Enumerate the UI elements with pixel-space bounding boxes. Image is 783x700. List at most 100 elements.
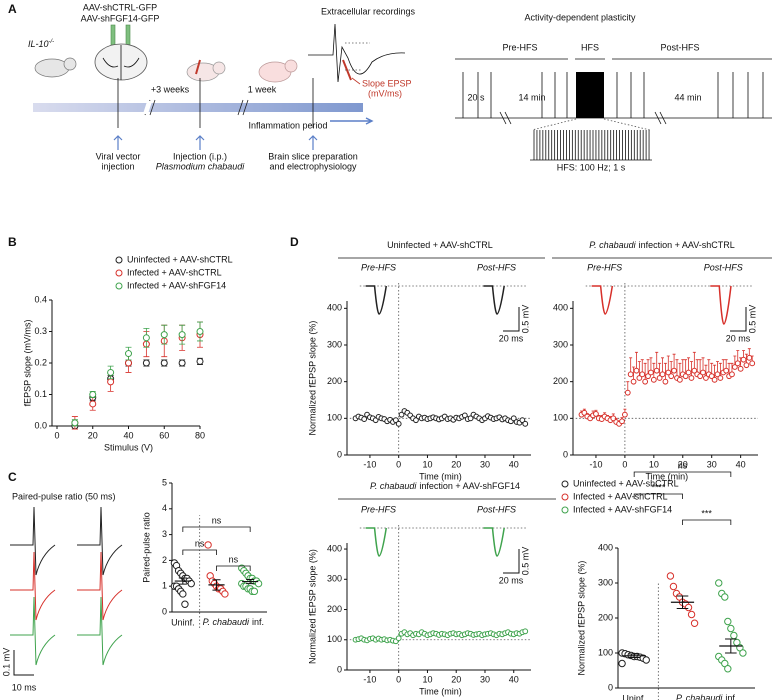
significance-label: ns	[195, 538, 205, 548]
event-line	[117, 78, 314, 128]
x-tick-label: 0	[396, 459, 401, 469]
y-axis-label: Normalized fEPSP slope (%)	[307, 549, 317, 664]
significance-bracket	[182, 526, 251, 532]
scale-bar	[730, 307, 747, 332]
step-label: Injection (i.p.)	[173, 151, 227, 161]
data-point	[724, 617, 732, 626]
data-point	[392, 417, 399, 424]
group-label-italic: P. chabaudi	[676, 693, 723, 700]
data-point	[107, 378, 115, 386]
protocol-diagram: Activity-dependent plasticity Pre-HFS HF…	[455, 12, 772, 172]
data-point	[160, 359, 168, 367]
y-tick-label: 0.1	[34, 389, 47, 399]
data-point	[697, 373, 704, 380]
data-point	[676, 376, 683, 383]
mouse-label-sup: -/-	[49, 39, 55, 45]
data-point	[668, 373, 675, 380]
step-label: injection	[101, 161, 134, 171]
inset-label: Pre-HFS	[361, 262, 396, 272]
slope-label: (mV/ms)	[368, 88, 402, 98]
slope-pointer	[351, 77, 361, 85]
data-point	[636, 375, 643, 381]
y-tick-label: 200	[327, 604, 342, 614]
data-point	[467, 415, 474, 422]
data-point	[519, 417, 526, 424]
panel-label: A	[8, 2, 17, 16]
group-label-text: inf.	[252, 617, 264, 627]
data-point	[715, 579, 723, 587]
data-point	[618, 659, 626, 668]
x-tick-label: 0	[622, 459, 627, 469]
significance-bracket	[633, 493, 683, 499]
y-axis-label: Normalized fEPSP slope (%)	[576, 561, 586, 676]
slope-label: Slope EPSP	[362, 78, 412, 88]
legend-label: Infected + AAV-shCTRL	[573, 491, 668, 501]
data-point	[653, 367, 660, 374]
x-axis-label: Stimulus (V)	[104, 442, 153, 452]
significance-bracket	[182, 549, 217, 555]
data-point	[627, 371, 634, 378]
data-point	[734, 360, 741, 367]
y-tick-label: 0	[337, 664, 342, 674]
protocol-line	[455, 58, 772, 119]
data-point	[361, 416, 368, 422]
recording-label: Extracellular recordings	[321, 6, 416, 16]
data-point	[723, 367, 730, 374]
event-arrow	[113, 135, 318, 150]
period-arrow	[330, 117, 374, 125]
x-tick-label: 60	[159, 430, 169, 440]
mouse	[34, 58, 70, 78]
step-label: Viral vector	[96, 151, 141, 161]
zoom-line	[531, 118, 651, 131]
y-tick-label: 0.0	[34, 420, 47, 430]
y-tick-label: 2	[162, 555, 167, 565]
y-tick-label: 3	[162, 529, 167, 539]
hfs-block	[576, 72, 604, 118]
legend-marker	[561, 506, 569, 514]
y-tick-label: 400	[598, 542, 613, 552]
y-tick-label: 200	[598, 612, 613, 622]
y-tick-label: 300	[327, 339, 342, 349]
data-point	[714, 371, 721, 378]
ppr-trace	[77, 551, 123, 621]
significance-label: ***	[701, 508, 712, 518]
inset-trace	[365, 285, 388, 315]
phase-label: Post-HFS	[660, 42, 699, 52]
y-tick-label: 300	[327, 574, 342, 584]
chart-title-text: Uninfected + AAV-shCTRL	[387, 240, 493, 250]
inset-trace	[710, 285, 732, 325]
vector-label: AAV-shFGF14-GFP	[81, 13, 160, 23]
data-point	[684, 603, 693, 612]
x-tick-label: 20	[678, 459, 688, 469]
legend-label: Infected + AAV-shFGF14	[573, 504, 672, 514]
group-label-italic: P. chabaudi	[203, 617, 250, 627]
group-label: P. chabaudi inf.	[203, 617, 264, 627]
chart-title: P. chabaudi infection + AAV-shCTRL	[589, 240, 735, 250]
break-gap	[142, 101, 153, 114]
inset-label: Post-HFS	[704, 262, 743, 272]
data-point	[666, 572, 675, 580]
sem-bar	[246, 578, 255, 585]
data-point	[730, 631, 738, 640]
scale-label: 10 ms	[12, 682, 37, 692]
inset-label: Pre-HFS	[587, 262, 622, 272]
data-point	[142, 359, 150, 367]
duration-label: 44 min	[674, 92, 701, 102]
x-tick-label: 10	[422, 459, 432, 469]
y-tick-label: 300	[553, 339, 568, 349]
y-tick-label: 0	[608, 682, 613, 692]
y-tick-label: 200	[553, 376, 568, 386]
legend-label: Infected + AAV-shFGF14	[127, 280, 226, 290]
data-point	[107, 368, 115, 376]
x-tick-label: 0	[54, 430, 59, 440]
data-point	[650, 376, 657, 383]
phase-label: Pre-HFS	[502, 42, 537, 52]
period-label: Inflammation period	[248, 120, 327, 130]
error-bar	[655, 351, 659, 371]
y-tick-label: 0.2	[34, 357, 47, 367]
data-point	[125, 350, 132, 358]
inset-label: Post-HFS	[477, 504, 516, 514]
data-point	[178, 331, 186, 339]
legend-label: Uninfected + AAV-shCTRL	[127, 254, 233, 264]
duration-label: 20 s	[467, 92, 485, 102]
